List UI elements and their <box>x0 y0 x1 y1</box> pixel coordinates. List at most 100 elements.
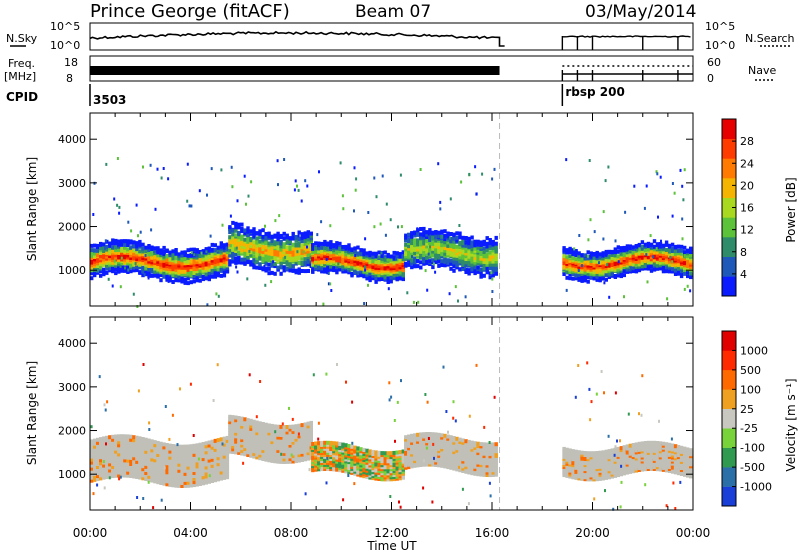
power-cell <box>646 241 651 246</box>
power-cell <box>141 252 145 257</box>
power-sparse-cell <box>373 225 376 229</box>
power-cell <box>264 245 268 250</box>
power-sparse-cell <box>103 246 106 250</box>
power-cell <box>401 257 405 262</box>
power-cell <box>371 254 375 259</box>
velocity-cell <box>309 428 313 433</box>
power-cell <box>111 245 115 250</box>
velocity-cell <box>186 468 190 473</box>
power-cell <box>111 241 115 246</box>
velocity-cell <box>162 445 166 450</box>
power-cell <box>407 262 411 267</box>
velocity-cell <box>470 468 474 473</box>
velocity-cell <box>249 453 253 458</box>
velocity-cell <box>138 448 142 453</box>
power-sparse-cell <box>655 247 658 251</box>
velocity-cell <box>416 437 420 442</box>
velocity-cell <box>96 446 100 451</box>
power-cell <box>452 264 456 269</box>
power-cell <box>440 245 444 250</box>
power-cell <box>270 262 274 267</box>
velocity-cell <box>174 447 178 452</box>
power-cell <box>482 250 486 254</box>
velocity-cell <box>156 480 160 485</box>
power-cell <box>294 235 298 239</box>
power-cell <box>93 262 97 267</box>
power-cell <box>201 263 205 268</box>
velocity-cell <box>285 441 289 446</box>
velocity-cell <box>90 478 94 483</box>
velocity-cell <box>303 422 307 427</box>
power-cell <box>329 240 333 245</box>
velocity-cell <box>303 430 307 435</box>
velocity-cell <box>446 458 450 462</box>
power-cell <box>410 241 414 246</box>
velocity-cell <box>577 452 581 457</box>
velocity-cell <box>174 474 178 479</box>
power-cell <box>413 247 417 252</box>
power-cell <box>344 244 348 249</box>
power-cell <box>482 257 486 262</box>
velocity-cell <box>222 451 227 456</box>
power-cell <box>491 248 495 253</box>
velocity-cell <box>473 445 477 450</box>
power-cell <box>294 252 298 256</box>
velocity-cell <box>410 445 414 450</box>
velocity-cell <box>105 459 109 464</box>
velocity-cell <box>568 468 572 473</box>
velocity-cell <box>219 446 223 451</box>
velocity-cell <box>467 449 471 454</box>
power-cell <box>398 265 402 270</box>
power-cell <box>667 259 672 264</box>
power-cell <box>419 249 423 254</box>
velocity-cell <box>482 447 486 451</box>
power-cell <box>452 236 456 241</box>
power-cell <box>219 258 223 263</box>
velocity-cell <box>344 443 348 448</box>
power-cell <box>96 243 100 248</box>
power-sparse-cell <box>671 182 674 185</box>
power-cell <box>279 244 283 249</box>
power-cell <box>398 263 402 268</box>
power-cell <box>132 252 136 257</box>
velocity-cell <box>401 449 405 454</box>
power-cell <box>401 254 405 259</box>
power-cell <box>129 239 133 244</box>
velocity-cell <box>138 460 142 465</box>
power-cell <box>216 249 220 254</box>
velocity-cell <box>213 444 217 449</box>
power-cell <box>479 259 483 264</box>
velocity-cell <box>132 441 136 446</box>
velocity-cell <box>111 465 115 469</box>
velocity-cell <box>153 464 157 469</box>
power-cell <box>222 266 227 271</box>
power-cell <box>652 239 657 244</box>
power-cell <box>356 263 360 268</box>
power-cell <box>571 258 575 263</box>
velocity-cell <box>225 451 230 455</box>
velocity-cell <box>362 448 366 452</box>
power-cell <box>132 248 136 253</box>
velocity-cell <box>291 424 295 429</box>
power-cell <box>171 272 175 277</box>
power-cell <box>207 257 211 261</box>
velocity-cell <box>135 465 139 470</box>
velocity-cell <box>258 453 262 458</box>
velocity-cell <box>291 459 295 464</box>
power-cell <box>198 258 202 262</box>
power-cell <box>577 275 581 280</box>
power-cell <box>132 240 136 245</box>
velocity-cell <box>434 451 438 456</box>
power-cell <box>282 244 286 249</box>
velocity-cell <box>135 438 139 443</box>
velocity-cell <box>228 441 232 446</box>
velocity-cell <box>99 449 103 454</box>
power-cell <box>225 257 230 262</box>
power-cell <box>604 260 608 265</box>
power-cell <box>613 264 617 269</box>
velocity-cell <box>213 463 217 467</box>
power-cell <box>255 245 259 250</box>
velocity-cell <box>99 437 103 442</box>
power-sparse-cell <box>419 227 422 231</box>
power-sparse-cell <box>119 264 122 268</box>
